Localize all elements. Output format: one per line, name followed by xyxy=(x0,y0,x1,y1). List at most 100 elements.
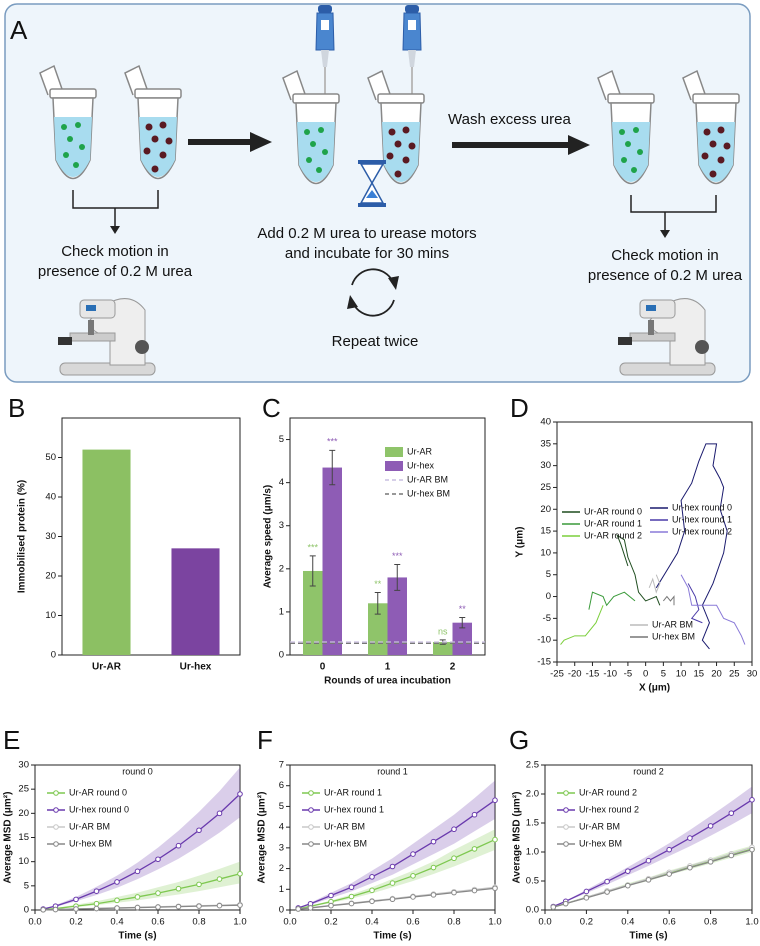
data-point xyxy=(134,868,141,875)
data-point xyxy=(389,863,396,870)
confidence-band xyxy=(43,767,241,910)
x-tick-label: 0.0 xyxy=(538,917,551,928)
x-tick-label: -20 xyxy=(568,669,582,680)
legend-label: Ur-AR BM xyxy=(69,821,110,831)
legend-label: Ur-hex round 2 xyxy=(672,526,732,536)
y-tick-label: 10 xyxy=(540,547,551,558)
data-point xyxy=(237,902,243,908)
data-point xyxy=(348,893,355,900)
data-point xyxy=(707,859,714,865)
data-point xyxy=(155,904,161,910)
x-tick-label: 25 xyxy=(729,669,740,680)
significance-label: ** xyxy=(374,579,382,589)
significance-label: *** xyxy=(392,551,403,561)
y-tick-label: 30 xyxy=(18,760,29,771)
panel-label: C xyxy=(262,393,281,423)
series-line xyxy=(560,605,604,645)
x-tick-label: -25 xyxy=(550,669,564,680)
data-point xyxy=(492,836,498,843)
error-bar xyxy=(394,564,401,591)
bar xyxy=(433,642,453,655)
x-axis-label: Time (s) xyxy=(629,931,667,942)
error-bar xyxy=(309,555,316,587)
legend-swatch xyxy=(385,447,403,457)
y-tick-label: 4 xyxy=(279,477,284,488)
x-tick-label: 30 xyxy=(747,669,758,680)
data-point xyxy=(687,835,693,841)
y-tick-label: 20 xyxy=(18,808,29,819)
legend-marker xyxy=(53,807,59,813)
data-point xyxy=(410,851,416,857)
bar xyxy=(322,467,342,655)
data-point xyxy=(430,838,437,845)
x-tick-label: -5 xyxy=(624,669,632,680)
x-tick-label: -15 xyxy=(586,669,600,680)
data-point xyxy=(410,873,416,879)
y-tick-label: 2.0 xyxy=(526,789,539,800)
y-tick-label: 0 xyxy=(24,905,29,916)
panel-label: B xyxy=(8,393,25,423)
data-point xyxy=(645,877,652,883)
data-point xyxy=(295,906,302,912)
x-tick-label: 0 xyxy=(320,662,326,673)
data-point xyxy=(430,864,437,871)
y-tick-label: 20 xyxy=(45,571,56,582)
data-point xyxy=(328,892,334,899)
data-point xyxy=(348,884,355,891)
chart-title: round 1 xyxy=(377,766,408,776)
y-tick-label: 2 xyxy=(279,563,284,574)
y-axis-label: Average speed (μm/s) xyxy=(263,485,274,589)
x-tick-label: 5 xyxy=(661,669,666,680)
data-point xyxy=(175,903,182,910)
significance-label: ns xyxy=(438,626,448,636)
y-tick-label: 0 xyxy=(546,591,551,602)
legend-label: Ur-AR BM xyxy=(324,821,365,831)
legend-label: Ur-AR round 2 xyxy=(579,787,637,797)
bar xyxy=(387,577,407,655)
y-tick-label: 1.0 xyxy=(526,847,539,858)
data-point xyxy=(583,888,590,895)
data-point xyxy=(687,864,693,871)
data-point xyxy=(73,906,79,912)
x-axis-label: Time (s) xyxy=(373,931,411,942)
data-point xyxy=(471,846,478,852)
data-point xyxy=(451,889,457,896)
x-tick-label: -10 xyxy=(603,669,617,680)
legend-marker xyxy=(563,841,569,847)
x-tick-label: 10 xyxy=(676,669,687,680)
bar xyxy=(82,449,131,655)
data-point xyxy=(369,898,375,905)
x-tick-label: 1.0 xyxy=(745,917,758,928)
y-tick-label: -5 xyxy=(543,613,551,624)
legend-label: Ur-AR BM xyxy=(652,619,693,629)
chart-title: round 2 xyxy=(633,766,664,776)
y-axis-label: Y (μm) xyxy=(515,527,526,558)
x-tick-label: 0.4 xyxy=(110,917,123,928)
step-text: Add 0.2 M urea to urease motors xyxy=(257,225,476,242)
x-tick-label: 0.4 xyxy=(365,917,378,928)
data-point xyxy=(307,905,314,911)
data-point xyxy=(666,871,673,877)
legend-label: Ur-AR BM xyxy=(579,821,620,831)
y-tick-label: 20 xyxy=(540,504,551,515)
x-tick-label: Ur-hex xyxy=(180,662,212,673)
legend-label: Ur-hex round 0 xyxy=(69,804,129,814)
series-line xyxy=(687,583,703,624)
step-text: Wash excess urea xyxy=(448,111,571,128)
data-point xyxy=(237,791,243,797)
error-bar xyxy=(374,592,381,615)
data-point xyxy=(175,842,182,849)
data-point xyxy=(369,874,375,880)
step-text: and incubate for 30 mins xyxy=(285,245,449,262)
x-tick-label: 1.0 xyxy=(488,917,501,928)
x-tick-label: 0.6 xyxy=(151,917,164,928)
data-point xyxy=(492,797,498,804)
y-tick-label: 5 xyxy=(279,434,284,445)
data-point xyxy=(196,827,202,834)
hourglass xyxy=(358,160,386,207)
legend-marker xyxy=(308,790,314,796)
bar xyxy=(452,622,472,655)
plot-frame xyxy=(556,421,753,663)
legend-label: Ur-hex round 1 xyxy=(324,804,384,814)
data-point xyxy=(625,882,631,889)
